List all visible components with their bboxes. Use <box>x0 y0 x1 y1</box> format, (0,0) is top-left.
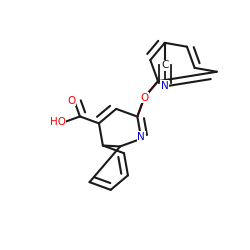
Text: HO: HO <box>50 117 66 127</box>
Text: C: C <box>161 60 168 70</box>
Text: N: N <box>161 81 169 91</box>
Text: N: N <box>138 132 145 142</box>
Text: O: O <box>140 92 148 102</box>
Text: O: O <box>68 96 76 106</box>
